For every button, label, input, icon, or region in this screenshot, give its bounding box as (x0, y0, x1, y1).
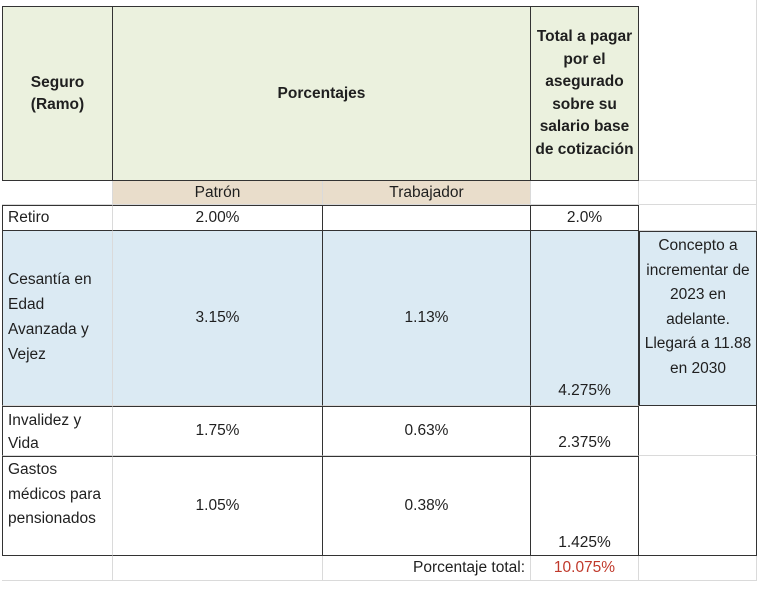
grid-right-retiro (639, 205, 757, 231)
row-invalidez-total: 2.375% (531, 406, 639, 456)
row-gastos-nota (639, 456, 757, 556)
header-seguro: Seguro (Ramo) (2, 6, 113, 181)
subheader-total-empty (531, 181, 639, 205)
row-invalidez-nota (639, 406, 757, 456)
header-total: Total a pagar por el asegurado sobre su … (531, 6, 639, 181)
subheader-patron: Patrón (113, 181, 323, 205)
row-gastos-total: 1.425% (531, 456, 639, 556)
row-cesantia-seguro: Cesantía en Edad Avanzada y Vejez (2, 231, 113, 406)
subheader-empty (2, 181, 113, 205)
row-invalidez-seguro: Invalidez y Vida (2, 406, 113, 456)
row-retiro-patron: 2.00% (113, 205, 323, 231)
grid-right-header (639, 0, 757, 181)
row-retiro-seguro: Retiro (2, 205, 113, 231)
row-gastos-patron: 1.05% (113, 456, 323, 556)
row-gastos-seguro: Gastos médicos para pensionados (2, 456, 113, 556)
row-retiro-total: 2.0% (531, 205, 639, 231)
footer-empty-3 (639, 556, 757, 581)
footer-empty-1 (2, 556, 113, 581)
row-retiro-trabajador (323, 205, 531, 231)
row-invalidez-trabajador: 0.63% (323, 406, 531, 456)
row-gastos-trabajador: 0.38% (323, 456, 531, 556)
row-cesantia-trabajador: 1.13% (323, 231, 531, 406)
grid-right-subheader (639, 181, 757, 205)
row-cesantia-patron: 3.15% (113, 231, 323, 406)
row-cesantia-total: 4.275% (531, 231, 639, 406)
row-invalidez-patron: 1.75% (113, 406, 323, 456)
subheader-trabajador: Trabajador (323, 181, 531, 205)
header-porcentajes: Porcentajes (113, 6, 531, 181)
footer-label: Porcentaje total: (323, 556, 531, 581)
footer-empty-2 (113, 556, 323, 581)
row-cesantia-nota: Concepto a incrementar de 2023 en adelan… (639, 231, 757, 406)
footer-total-value: 10.075% (531, 556, 639, 581)
